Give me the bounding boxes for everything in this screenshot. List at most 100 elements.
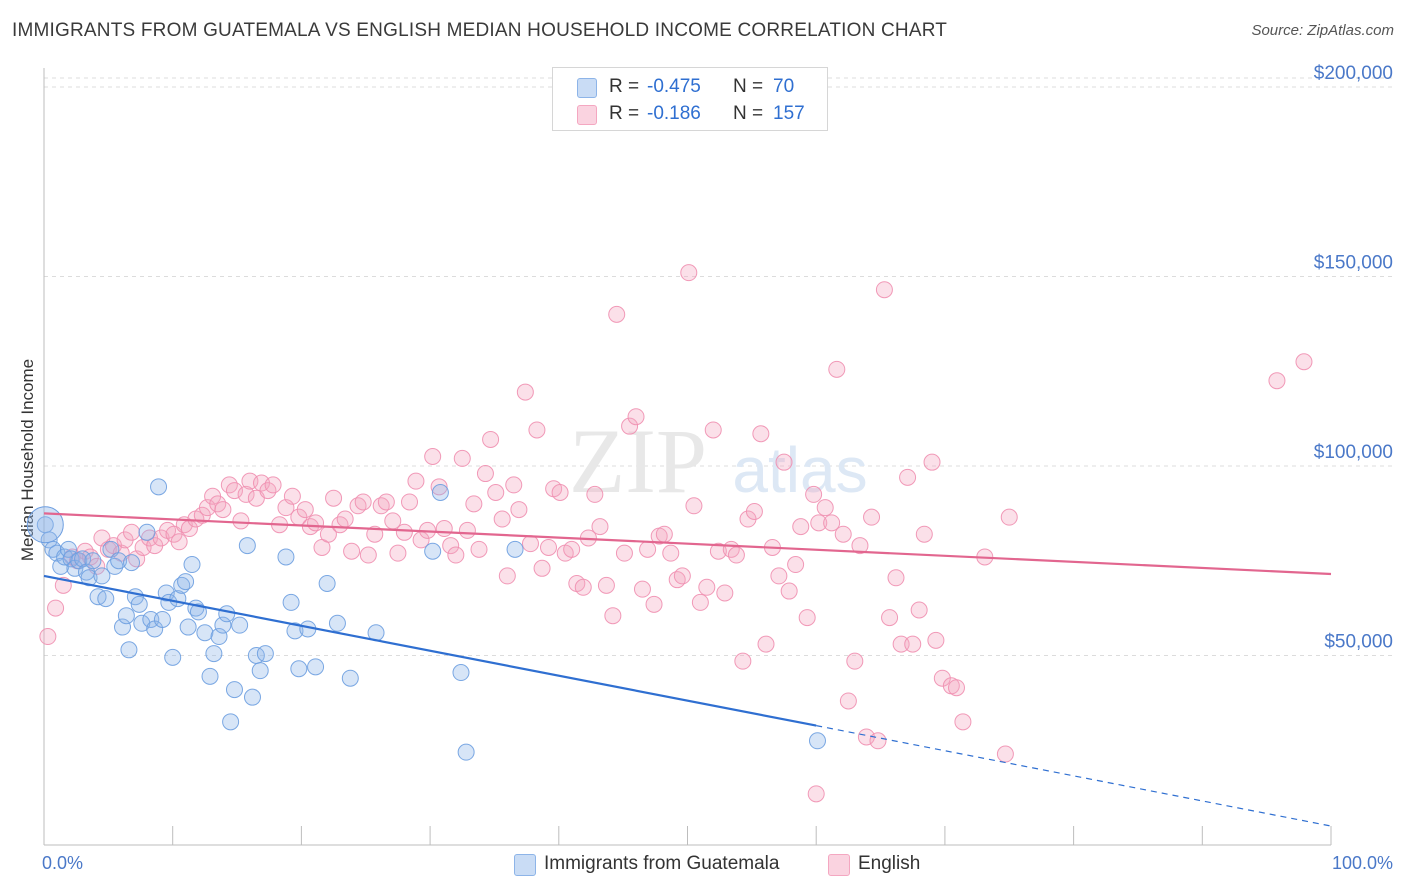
- data-point-guatemala: [123, 554, 141, 572]
- data-point-english: [734, 652, 752, 670]
- data-point-english: [954, 713, 972, 731]
- data-point-english: [947, 679, 965, 697]
- data-point-english: [498, 567, 516, 585]
- data-point-guatemala: [177, 573, 195, 591]
- data-point-english: [458, 521, 476, 539]
- data-point-english: [834, 525, 852, 543]
- n-value: 70: [773, 76, 795, 97]
- data-point-english: [424, 448, 442, 465]
- data-point-guatemala: [150, 478, 168, 496]
- data-point-guatemala: [277, 548, 295, 566]
- data-point-english: [627, 408, 645, 426]
- data-point-guatemala: [424, 542, 442, 560]
- data-point-english: [214, 501, 232, 519]
- data-point-english: [996, 745, 1014, 763]
- data-point-guatemala: [210, 628, 228, 646]
- data-point-english: [430, 478, 448, 496]
- data-point-english: [563, 540, 581, 558]
- n-label: N =: [733, 103, 764, 124]
- legend-swatch-guatemala: [514, 854, 536, 876]
- data-point-guatemala: [133, 614, 151, 632]
- data-point-english: [336, 510, 354, 528]
- data-point-guatemala-large: [26, 506, 64, 544]
- data-point-english: [621, 417, 639, 435]
- data-point-guatemala: [117, 607, 135, 625]
- data-point-english: [551, 484, 569, 502]
- data-point-english: [407, 472, 425, 490]
- stats-swatch-english: [577, 105, 597, 125]
- data-point-english: [359, 546, 377, 564]
- data-point-english: [586, 485, 604, 503]
- data-point-english: [307, 514, 325, 532]
- data-point-english: [343, 542, 361, 560]
- data-point-english: [505, 476, 523, 494]
- data-point-guatemala: [110, 552, 128, 570]
- data-point-english: [1000, 508, 1018, 526]
- source-credit: Source: ZipAtlas.com: [1251, 22, 1394, 39]
- data-point-english: [442, 537, 460, 555]
- data-point-english: [691, 593, 709, 611]
- data-point-guatemala: [56, 548, 74, 566]
- data-point-english: [533, 559, 551, 577]
- x-tick-label: 0.0%: [42, 853, 83, 873]
- data-point-guatemala: [114, 618, 132, 636]
- data-point-english: [810, 514, 828, 532]
- data-point-english: [798, 609, 816, 627]
- data-point-guatemala: [341, 669, 359, 687]
- data-point-guatemala: [40, 531, 58, 549]
- r-value: -0.186: [647, 103, 701, 124]
- data-point-english: [816, 499, 834, 517]
- data-point-guatemala: [506, 540, 524, 558]
- data-point-english: [232, 512, 250, 530]
- data-point-english: [608, 305, 626, 323]
- data-point-english: [869, 732, 887, 750]
- data-point-guatemala: [318, 574, 336, 592]
- n-value: 157: [773, 103, 805, 124]
- data-point-english: [1295, 353, 1313, 371]
- data-point-english: [639, 540, 657, 558]
- data-point-guatemala: [97, 590, 115, 608]
- data-point-guatemala: [238, 537, 256, 555]
- data-point-guatemala: [251, 662, 269, 680]
- data-point-english: [401, 493, 419, 511]
- data-point-english: [899, 468, 917, 486]
- data-point-guatemala: [164, 648, 182, 666]
- data-point-guatemala: [282, 593, 300, 611]
- data-point-english: [910, 601, 928, 619]
- data-point-english: [863, 508, 881, 526]
- data-point-english: [704, 421, 722, 439]
- trend-line-guatemala: [43, 574, 817, 727]
- data-point-english: [493, 510, 511, 528]
- data-point-guatemala: [222, 713, 240, 731]
- data-point-guatemala: [84, 552, 102, 570]
- data-point-english: [528, 421, 546, 439]
- trend-line-english: [43, 512, 1332, 576]
- data-point-guatemala: [218, 605, 236, 623]
- data-points: [26, 264, 1313, 803]
- data-point-english: [685, 497, 703, 515]
- data-point-english: [123, 523, 141, 541]
- y-tick-label: $100,000: [1314, 442, 1393, 463]
- data-point-english: [395, 523, 413, 541]
- data-point-guatemala: [231, 616, 249, 634]
- data-point-english: [264, 476, 282, 494]
- data-point-english: [283, 487, 301, 505]
- data-point-english: [470, 540, 488, 558]
- legend-swatch-english: [828, 854, 850, 876]
- data-point-english: [655, 525, 673, 543]
- data-point-guatemala: [201, 667, 219, 685]
- data-point-english: [792, 518, 810, 536]
- data-point-english: [892, 635, 910, 653]
- data-point-english: [510, 501, 528, 519]
- axes: [43, 68, 1332, 846]
- data-point-english: [170, 533, 188, 551]
- trend-line-guatemala-extension: [816, 725, 1332, 827]
- data-point-guatemala: [307, 658, 325, 676]
- data-point-english: [591, 518, 609, 536]
- data-point-guatemala: [256, 645, 274, 663]
- data-point-guatemala: [286, 622, 304, 640]
- data-point-english: [1268, 372, 1286, 390]
- stats-swatch-guatemala: [577, 78, 597, 98]
- data-point-english: [296, 501, 314, 519]
- data-point-guatemala: [183, 556, 201, 574]
